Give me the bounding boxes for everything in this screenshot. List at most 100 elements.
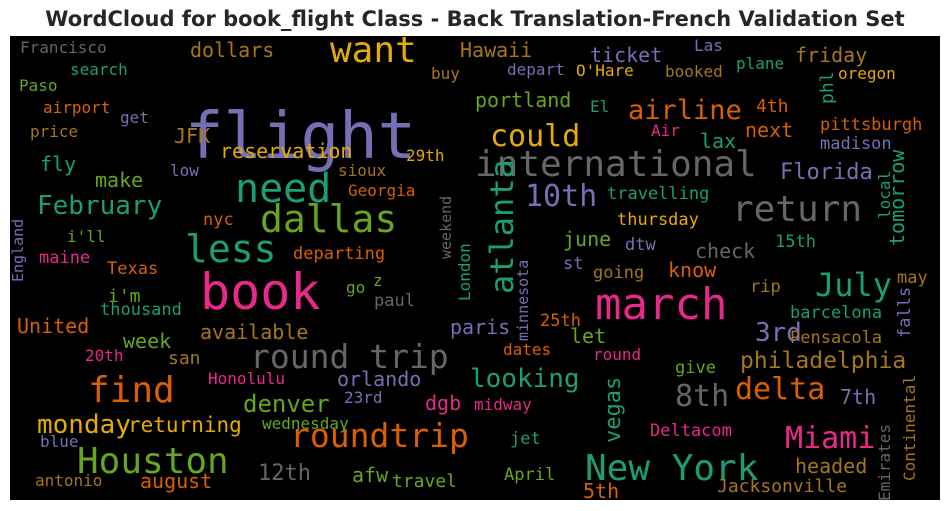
word-buy: buy [431, 64, 460, 83]
word-july: July [815, 266, 892, 304]
word-looking: looking [470, 364, 580, 394]
word-z: z [373, 271, 383, 290]
word-continental: Continental [900, 375, 919, 481]
word-dallas: dallas [260, 197, 397, 241]
word-dates: dates [503, 340, 551, 359]
word-tomorrow: tomorrow [885, 149, 909, 246]
word-houston: Houston [77, 441, 229, 482]
word-orlando: orlando [337, 367, 421, 391]
word-round-trip: round trip [250, 337, 449, 376]
word-round: round [593, 345, 641, 364]
word-maine: maine [39, 248, 90, 268]
word-8th: 8th [675, 379, 729, 414]
word-afw: afw [352, 463, 389, 487]
word-antonio: antonio [35, 471, 102, 490]
word-ticket: ticket [590, 43, 662, 67]
word-low: low [170, 161, 199, 180]
word-10th: 10th [525, 179, 597, 214]
word-texas: Texas [107, 259, 158, 279]
word-5th: 5th [583, 479, 619, 500]
word-portland: portland [475, 88, 571, 112]
word-go: go [346, 278, 365, 297]
word-miami: Miami [785, 421, 875, 456]
word-dgb: dgb [425, 391, 461, 415]
word-roundtrip: roundtrip [290, 416, 469, 455]
word-check: check [695, 239, 755, 263]
word-get: get [120, 108, 149, 127]
word-francisco: Francisco [20, 38, 107, 57]
word-minnesota: minnesota [514, 260, 532, 341]
word-29th: 29th [406, 146, 445, 165]
word-april: April [504, 465, 555, 485]
word-less: less [185, 227, 277, 271]
word-jacksonville: Jacksonville [717, 476, 847, 497]
word-blue: blue [40, 432, 79, 451]
word-air: Air [651, 121, 680, 140]
word-local: local [875, 171, 894, 219]
word-price: price [30, 122, 78, 141]
word-dollars: dollars [190, 38, 274, 62]
word-4th: 4th [756, 96, 789, 117]
word-wednesday: wednesday [262, 414, 349, 433]
word-england: England [10, 219, 27, 282]
word-vegas: vegas [601, 377, 626, 443]
word-international: international [475, 144, 757, 185]
word-falls: falls [895, 287, 915, 338]
word-going: going [593, 263, 644, 283]
word-st: st [563, 254, 583, 274]
word-find: find [88, 370, 175, 411]
word-denver: denver [243, 390, 330, 418]
word-cloud-canvas: flight book march international round trip Ne… [10, 36, 940, 500]
word-thousand: thousand [100, 300, 182, 320]
word-search: search [70, 60, 128, 79]
word-airport: airport [43, 98, 110, 117]
word-returning: returning [128, 413, 242, 437]
word-reservation: reservation [220, 139, 352, 163]
word-deltacom: Deltacom [650, 421, 732, 441]
word-i-ll: i'll [67, 227, 106, 246]
word-departing: departing [293, 244, 385, 264]
word-may: may [897, 268, 928, 288]
word-23rd: 23rd [344, 388, 383, 407]
word-3rd: 3rd [755, 318, 802, 348]
word-oregon: oregon [838, 64, 896, 83]
word-7th: 7th [840, 385, 876, 409]
word-madison: madison [820, 134, 892, 154]
word-philadelphia: philadelphia [740, 348, 906, 374]
word-barcelona: barcelona [790, 303, 882, 323]
word-flight: flight [185, 100, 416, 174]
word-march: march [595, 279, 727, 330]
word-hawaii: Hawaii [460, 38, 532, 62]
word-15th: 15th [775, 232, 816, 252]
word-book: book [200, 263, 320, 321]
word-cloud-svg: flight book march international round trip Ne… [10, 36, 928, 500]
word-need: need [235, 166, 331, 212]
word-pittsburgh: pittsburgh [820, 115, 922, 135]
word-give: give [675, 358, 716, 378]
word-phl: phl [817, 71, 838, 104]
word-week: week [123, 329, 171, 353]
word-las: Las [694, 36, 723, 55]
word-paso: Paso [19, 76, 58, 95]
word-return: return [732, 189, 862, 230]
word-delta: delta [735, 372, 825, 407]
word-travel: travel [392, 471, 457, 492]
word-atlanta: atlanta [483, 159, 521, 294]
word-nyc: nyc [203, 210, 234, 230]
word-know: know [668, 258, 717, 282]
word-20th: 20th [85, 346, 124, 365]
word-jfk: JFK [174, 124, 210, 148]
word-june: june [563, 227, 611, 251]
word-emirates: Emirates [875, 424, 894, 500]
word-plane: plane [736, 54, 784, 73]
word-paris: paris [450, 315, 510, 339]
word-make: make [95, 168, 143, 192]
word-el: El [590, 97, 609, 116]
word-could: could [490, 119, 580, 154]
word-friday: friday [795, 43, 867, 67]
chart-title: WordCloud for book_flight Class - Back T… [45, 7, 905, 31]
word-booked: booked [665, 62, 723, 81]
word-georgia: Georgia [348, 181, 415, 200]
word-travelling: travelling [607, 184, 709, 204]
word-thursday: thursday [617, 210, 699, 230]
